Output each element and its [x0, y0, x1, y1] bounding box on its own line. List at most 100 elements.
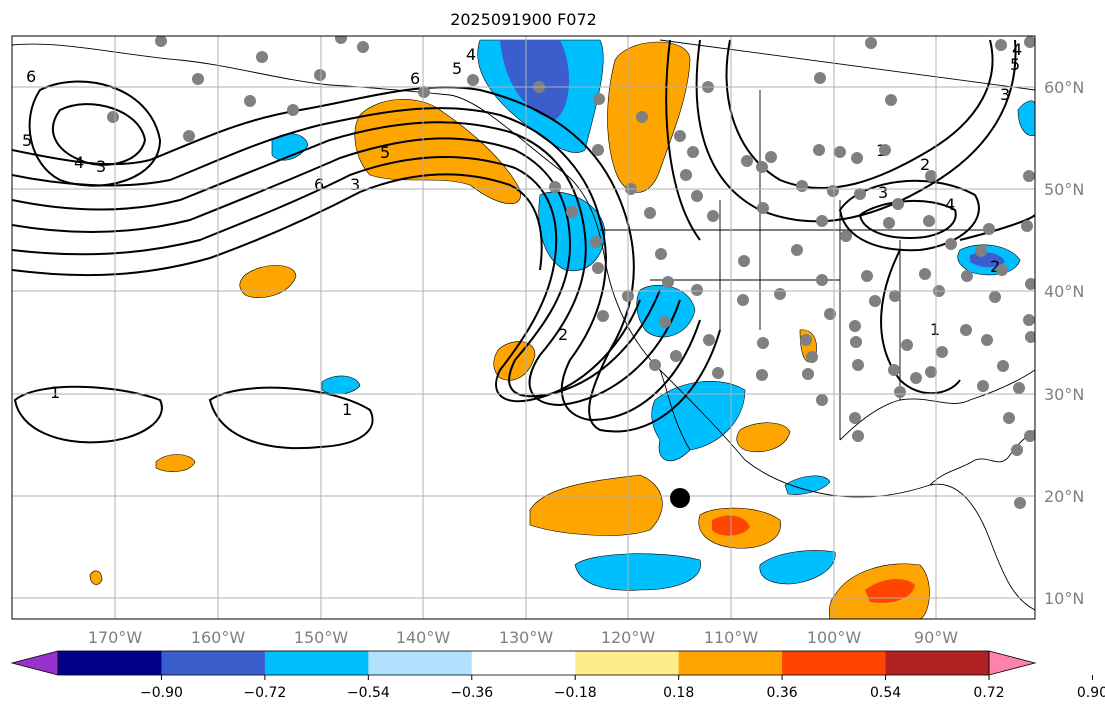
longitude-label: 170°W [88, 628, 143, 647]
map-layers: 6 5 4 3 2 1 6 5 4 3 2 1 1 1 2 3 4 5 6 5 … [12, 36, 1035, 619]
colorbar-frame [57, 650, 990, 676]
station-dot [674, 130, 686, 142]
contour-label: 1 [930, 320, 940, 339]
station-dot [418, 86, 430, 98]
colorbar-tick-label: −0.18 [554, 685, 597, 701]
station-dot [936, 346, 948, 358]
station-dot [869, 295, 881, 307]
contour-label: 3 [878, 183, 888, 202]
station-dot [791, 244, 803, 256]
station-dot [996, 264, 1008, 276]
station-dot [816, 394, 828, 406]
contour-label: 4 [74, 153, 84, 172]
colorbar-tick-label: −0.72 [243, 685, 286, 701]
station-dot [824, 308, 836, 320]
longitude-label: 160°W [191, 628, 246, 647]
station-dot [649, 359, 661, 371]
contour-label: 5 [452, 59, 462, 78]
contour-label: 2 [990, 257, 1000, 276]
station-dot [691, 190, 703, 202]
station-dot [1003, 412, 1015, 424]
contour-label: 6 [314, 175, 324, 194]
colorbar-ticks: −0.90 −0.72 −0.54 −0.36 −0.18 0.18 0.36 0.54 0.7… [140, 675, 1105, 701]
colorbar-high-extend [988, 650, 1037, 676]
latitude-label: 40°N [1044, 282, 1084, 301]
station-dot [1014, 497, 1026, 509]
longitude-label: 140°W [396, 628, 451, 647]
station-dot [680, 169, 692, 181]
station-dot [592, 262, 604, 274]
station-dot [670, 350, 682, 362]
contour-label: 1 [342, 400, 352, 419]
contour-label: 6 [410, 69, 420, 88]
station-dot [925, 170, 937, 182]
station-dot [885, 94, 897, 106]
station-dot [975, 245, 987, 257]
station-dot [997, 360, 1009, 372]
station-dot [995, 39, 1007, 51]
station-dot [703, 334, 715, 346]
station-dot [774, 288, 786, 300]
latitude-label: 20°N [1044, 487, 1084, 506]
colorbar-low-extend [10, 650, 59, 676]
station-dot [806, 351, 818, 363]
colorbar [10, 650, 1037, 676]
station-dot [1013, 382, 1025, 394]
longitude-label: 120°W [601, 628, 656, 647]
station-dot [662, 276, 674, 288]
longitude-label: 100°W [807, 628, 862, 647]
colorbar-tick-label: −0.36 [450, 685, 493, 701]
station-dot [244, 95, 256, 107]
station-dot [854, 188, 866, 200]
station-dot [183, 130, 195, 142]
station-dot [757, 202, 769, 214]
station-dot [687, 146, 699, 158]
station-dot [892, 198, 904, 210]
station-dot [852, 359, 864, 371]
station-dot [925, 366, 937, 378]
station-dot [865, 37, 877, 49]
station-dot [989, 291, 1001, 303]
station-dot [655, 248, 667, 260]
station-dot [659, 316, 671, 328]
station-dot [910, 372, 922, 384]
station-dot [981, 334, 993, 346]
station-dot [256, 51, 268, 63]
station-dot [287, 104, 299, 116]
longitude-label: 110°W [704, 628, 759, 647]
height-contours [12, 39, 1035, 450]
station-dot [960, 324, 972, 336]
station-dot [593, 93, 605, 105]
station-dot [192, 73, 204, 85]
station-dot [1025, 331, 1035, 343]
station-dot [357, 41, 369, 53]
colorbar-segment [368, 651, 473, 675]
station-dot [852, 430, 864, 442]
latitude-label: 30°N [1044, 385, 1084, 404]
latitude-label: 10°N [1044, 589, 1084, 608]
station-dot [861, 270, 873, 282]
station-dot [840, 230, 852, 242]
station-dot [644, 207, 656, 219]
colorbar-segment [471, 651, 576, 675]
station-dot [741, 155, 753, 167]
station-dot [757, 337, 769, 349]
station-dot [800, 334, 812, 346]
contour-label: 4 [466, 45, 476, 64]
station-dot [592, 144, 604, 156]
contour-label: 5 [1010, 55, 1020, 74]
colorbar-segment [678, 651, 783, 675]
station-dot [756, 369, 768, 381]
station-dot [765, 151, 777, 163]
longitude-label: 150°W [294, 628, 349, 647]
colorbar-tick-label: 0.72 [973, 685, 1004, 701]
station-dot [850, 336, 862, 348]
colorbar-tick-label: −0.90 [140, 685, 183, 701]
contour-label: 6 [26, 67, 36, 86]
station-dot [977, 380, 989, 392]
contour-label: 5 [22, 131, 32, 150]
colorbar-tick-label: 0.18 [663, 685, 694, 701]
colorbar-tick-label: 0.54 [870, 685, 901, 701]
station-dot [738, 255, 750, 267]
